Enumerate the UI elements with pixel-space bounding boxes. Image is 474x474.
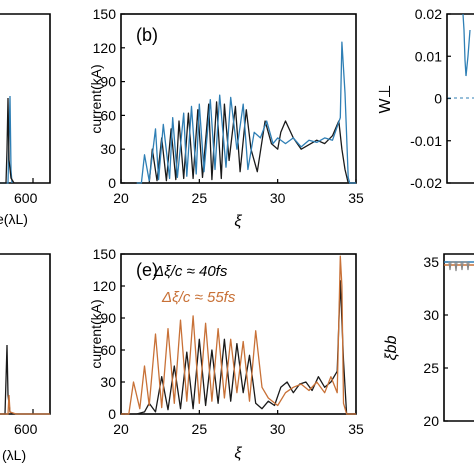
y-tick-label: 30: [100, 374, 116, 390]
y-tick-label: 0: [108, 406, 116, 422]
panel-b: (b) 0 30 60 90 120 150 20 25 30 35 current(kA) ξ: [88, 6, 364, 230]
panel-b-label: (b): [136, 25, 158, 45]
x-tick-label: 25: [192, 421, 208, 437]
panel-a-curve-blue: [0, 95, 13, 184]
x-tick-label: 20: [113, 421, 129, 437]
panel-f-ylabel: ξbb: [383, 335, 400, 360]
y-tick-label: -0.02: [410, 175, 442, 191]
y-tick-label: 35: [423, 254, 439, 270]
x-tick-label: 30: [270, 190, 286, 206]
panel-f: 35 30 25 20 ξbb: [383, 253, 474, 429]
panel-a: 600 e(λL): [0, 13, 51, 227]
panel-a-xtick-label: 600: [14, 190, 38, 206]
panel-b-x-axis: 20 25 30 35: [113, 179, 364, 206]
y-tick-label: 150: [93, 6, 117, 22]
y-tick-label: 0.02: [415, 6, 442, 22]
panel-e-label: (e): [136, 260, 158, 280]
panel-b-y-axis: 0 30 60 90 120 150: [93, 6, 125, 191]
y-tick-label: 0.01: [415, 48, 442, 64]
panel-d-xlabel: (λL): [2, 447, 26, 463]
x-tick-label: 25: [192, 190, 208, 206]
series-line-1: [121, 255, 356, 415]
y-tick-label: 30: [423, 307, 439, 323]
y-tick-label: 60: [100, 342, 116, 358]
y-tick-label: 20: [423, 413, 439, 429]
panel-e-legend-orange: Δξ/c ≈ 55fs: [161, 289, 236, 306]
y-tick-label: 120: [93, 40, 117, 56]
panel-b-ylabel: current(kA): [88, 64, 104, 133]
panel-c-y-axis: 0.02 0.01 0 -0.01 -0.02: [410, 6, 451, 191]
y-tick-label: 90: [100, 310, 116, 326]
panel-a-xlabel: e(λL): [0, 211, 28, 227]
y-tick-label: 0: [108, 175, 116, 191]
panel-a-axes-frame: [0, 13, 51, 184]
y-tick-label: -0.01: [410, 133, 442, 149]
panel-f-curve-gray: [448, 261, 470, 272]
panel-e-series: [121, 255, 356, 415]
panel-e: (e) Δξ/c ≈ 40fs Δξ/c ≈ 55fs 0 30 60 90 120 15…: [88, 246, 364, 462]
series-line-1: [136, 41, 356, 184]
panel-d-xtick-label: 600: [14, 421, 38, 437]
panel-c-curve-blue: [462, 13, 471, 77]
y-tick-label: 120: [93, 278, 117, 294]
y-tick-label: 90: [100, 74, 116, 90]
panel-e-y-axis: 0 30 60 90 120 150: [93, 246, 125, 422]
x-tick-label: 35: [348, 421, 364, 437]
panel-b-series: [136, 41, 356, 184]
panel-d: 600 (λL): [0, 253, 51, 463]
panel-e-legend-black: Δξ/c ≈ 40fs: [153, 263, 228, 280]
panel-d-curve-orange: [0, 394, 50, 415]
y-tick-label: 60: [100, 107, 116, 123]
panel-d-curve-black: [0, 344, 15, 415]
y-tick-label: 30: [100, 141, 116, 157]
panel-a-curve-black: [0, 97, 15, 184]
panel-f-y-axis: 35 30 25 20: [423, 254, 448, 429]
x-tick-label: 20: [113, 190, 129, 206]
y-tick-label: 25: [423, 360, 439, 376]
panel-e-ylabel: current(kA): [88, 299, 104, 368]
panel-b-xlabel: ξ: [234, 213, 242, 230]
panel-f-axes-frame: [443, 253, 474, 422]
panel-e-x-axis: 20 25 30 35: [113, 410, 364, 437]
panel-b-axes-frame: [120, 13, 357, 184]
panel-e-axes-frame: [120, 253, 357, 415]
y-tick-label: 150: [93, 246, 117, 262]
panel-c-ylabel: W⊥: [377, 84, 394, 113]
panel-c: 0.02 0.01 0 -0.01 -0.02 W⊥: [377, 6, 474, 191]
x-tick-label: 35: [348, 190, 364, 206]
y-tick-label: 0: [434, 91, 442, 107]
panel-e-xlabel: ξ: [234, 445, 242, 462]
x-tick-label: 30: [270, 421, 286, 437]
